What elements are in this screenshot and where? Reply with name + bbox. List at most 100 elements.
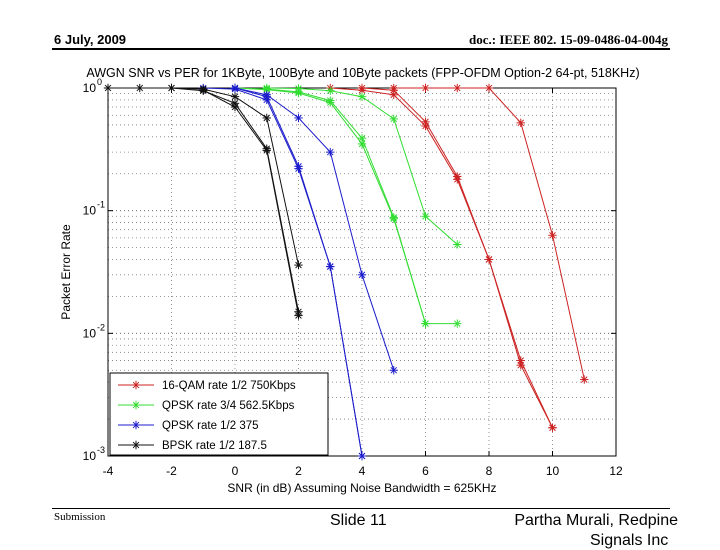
legend-label: BPSK rate 1/2 187.5: [162, 440, 267, 452]
marker-stroke: [549, 231, 556, 239]
marker-stroke: [132, 421, 140, 429]
marker-stroke: [132, 381, 140, 389]
marker-stroke: [358, 93, 366, 100]
marker-stroke: [517, 361, 525, 369]
data-point: [294, 311, 303, 320]
marker-stroke: [295, 312, 302, 319]
data-point: [230, 92, 240, 101]
grid: [108, 88, 616, 456]
data-point: [484, 83, 494, 93]
series-line: [171, 87, 299, 312]
data-point: [131, 440, 141, 450]
data-point: [135, 83, 144, 93]
marker-stroke: [390, 215, 398, 222]
data-point: [294, 113, 303, 123]
series-line: [234, 87, 426, 324]
data-point: [453, 83, 462, 93]
series-line: [330, 87, 553, 428]
marker-stroke: [168, 84, 175, 92]
marker-stroke: [263, 114, 271, 122]
series-line: [234, 87, 395, 371]
data-point: [389, 214, 398, 223]
marker-stroke: [358, 452, 366, 460]
footer-author-continued: Signals Inc: [590, 532, 669, 549]
series: [199, 83, 398, 461]
legend-label: QPSK rate 1/2 375: [162, 420, 259, 432]
footer-slide-number: Slide 11: [330, 512, 387, 529]
data-point: [357, 270, 367, 280]
marker-stroke: [132, 441, 140, 449]
marker-stroke: [263, 147, 271, 154]
marker-stroke: [390, 366, 398, 374]
data-point: [262, 146, 271, 155]
data-point: [294, 88, 303, 98]
data-point: [131, 420, 141, 430]
data-point: [294, 260, 303, 270]
y-tick-label: 10: [83, 204, 97, 218]
series-line: [203, 89, 299, 316]
x-tick-label: 10: [546, 464, 560, 478]
marker-stroke: [136, 84, 144, 92]
marker-stroke: [295, 261, 302, 269]
marker-stroke: [485, 84, 493, 92]
series-line: [361, 87, 553, 428]
data-point: [484, 255, 494, 264]
series-line: [393, 87, 585, 380]
y-tick-exponent: -1: [97, 200, 105, 210]
marker-stroke: [231, 103, 239, 111]
legend-label: QPSK rate 3/4 562.5Kbps: [162, 400, 295, 412]
marker-stroke: [390, 86, 398, 94]
series-line: [108, 87, 299, 266]
marker-stroke: [549, 424, 556, 432]
data-point: [421, 83, 430, 93]
marker-stroke: [263, 86, 271, 93]
marker-stroke: [132, 401, 140, 409]
data-point: [421, 319, 430, 328]
marker-stroke: [422, 84, 429, 92]
marker-stroke: [390, 91, 398, 99]
data-point: [262, 95, 271, 105]
marker-stroke: [326, 148, 334, 156]
marker-stroke: [358, 140, 366, 148]
y-tick-exponent: -3: [97, 445, 105, 455]
data-point: [262, 85, 271, 94]
series-group: [103, 83, 589, 461]
series: [326, 83, 589, 432]
data-point: [103, 83, 113, 93]
footer-author: Partha Murali, Redpine: [514, 512, 678, 529]
x-tick-label: 6: [422, 464, 429, 478]
marker-stroke: [231, 93, 239, 100]
x-tick-label: -4: [103, 464, 114, 478]
data-point: [357, 92, 367, 101]
marker-stroke: [295, 89, 302, 97]
data-point: [167, 83, 176, 93]
x-tick-label: 2: [295, 464, 302, 478]
marker-stroke: [326, 99, 334, 106]
marker-stroke: [580, 376, 588, 383]
marker-stroke: [453, 84, 461, 92]
marker-stroke: [358, 134, 366, 142]
data-point: [453, 240, 462, 249]
data-point: [421, 121, 430, 131]
marker-stroke: [231, 85, 239, 93]
data-point: [453, 319, 462, 328]
legend: 16-QAM rate 1/2 750Kbps QPSK rate 3/4 562…: [109, 372, 329, 456]
data-point: [389, 366, 398, 375]
header-doc-id: doc.: IEEE 802. 15-09-0486-04-004g: [469, 32, 668, 47]
y-tick-exponent: -2: [97, 322, 105, 332]
footer-submission: Submission: [54, 511, 106, 523]
x-tick-label: 4: [359, 464, 366, 478]
data-point: [262, 113, 271, 123]
data-point: [326, 98, 335, 107]
y-axis-label: Packet Error Rate: [59, 224, 73, 320]
per-chart: AWGN SNR vs PER for 1KByte, 100Byte and …: [59, 66, 640, 495]
data-point: [453, 175, 462, 184]
y-tick-exponent: 0: [97, 77, 102, 87]
marker-stroke: [295, 165, 302, 172]
marker-stroke: [485, 256, 493, 263]
data-point: [516, 118, 525, 128]
x-tick-label: -2: [166, 464, 177, 478]
data-point: [421, 212, 430, 221]
marker-stroke: [453, 176, 461, 183]
marker-stroke: [326, 87, 334, 95]
